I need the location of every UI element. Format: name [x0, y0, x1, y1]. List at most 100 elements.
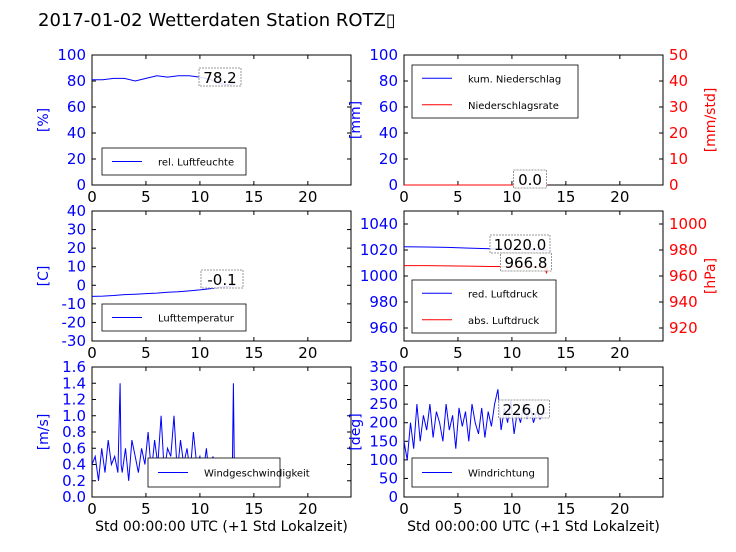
humidity-annotation-0: 78.2: [203, 69, 236, 87]
winddirection-ytick-label: 0: [388, 488, 398, 506]
humidity-xtick-label: 0: [87, 188, 97, 206]
precipitation-xtick-label: 0: [399, 188, 409, 206]
windspeed-ytick-label: 0.8: [62, 423, 86, 441]
windspeed-ytick-label: 0.4: [62, 456, 86, 474]
temperature-ytick-label: -10: [62, 295, 87, 313]
pressure-annotation-0: 1020.0: [494, 236, 547, 254]
humidity-ytick-label: 40: [67, 124, 86, 142]
figure-title: 2017-01-02 Wetterdaten Station ROTZ▯: [38, 10, 396, 31]
pressure-xtick-label: 5: [453, 344, 463, 362]
precipitation-annotation-1: 0.0: [518, 171, 542, 189]
temperature-xtick-label: 0: [87, 344, 97, 362]
winddirection-legend-label-0: Windrichtung: [468, 469, 535, 480]
precipitation-ytick-right-label: 20: [669, 124, 688, 142]
winddirection-annotation-box-0: [498, 399, 550, 419]
precipitation-ytick-right-label: 40: [669, 72, 688, 90]
winddirection-xtick-label: 0: [399, 500, 409, 518]
precipitation-ytick-right-label: 10: [669, 150, 688, 168]
humidity-ytick-label: 0: [76, 176, 86, 194]
pressure-xtick-label: 15: [556, 344, 575, 362]
pressure-ytick-label: 1000: [360, 267, 398, 285]
pressure-ytick-right-label: 920: [669, 319, 698, 337]
precipitation-annotation-box-1: [513, 169, 547, 189]
pressure-legend-label-0: red. Luftdruck: [468, 289, 538, 300]
pressure-ytick-label: 1040: [360, 215, 398, 233]
precipitation-ytick-label: 100: [369, 46, 398, 64]
precipitation-ytick-label: 60: [379, 98, 398, 116]
pressure-ytick-right-label: 960: [669, 267, 698, 285]
pressure-annotation-1: 966.8: [505, 254, 548, 272]
humidity-annotation-box-0: [198, 67, 242, 87]
temperature-xtick-label: 10: [190, 344, 209, 362]
temperature-annotation-0: -0.1: [207, 271, 236, 289]
humidity-ytick-label: 20: [67, 150, 86, 168]
pressure-xtick-label: 10: [502, 344, 521, 362]
temperature-ytick-label: -30: [62, 332, 87, 350]
winddirection-xlabel: Std 00:00:00 UTC (+1 Std Lokalzeit): [407, 519, 660, 535]
windspeed-legend-label-0: Windgeschwindigkeit: [204, 469, 310, 480]
precipitation-ytick-label: 20: [379, 150, 398, 168]
precipitation-xtick-label: 15: [556, 188, 575, 206]
winddirection-xtick-label: 20: [610, 500, 629, 518]
temperature-ytick-label: 10: [67, 258, 86, 276]
temperature-ytick-label: 40: [67, 202, 86, 220]
windspeed-ytick-label: 1.0: [62, 407, 86, 425]
winddirection-ytick-label: 250: [369, 395, 398, 413]
pressure-ytick-label: 960: [369, 319, 398, 337]
precipitation-ytick-right-label: 0: [669, 176, 679, 194]
winddirection-annotation-0: 226.0: [503, 401, 546, 419]
humidity-ytick-label: 60: [67, 98, 86, 116]
winddirection-ytick-label: 100: [369, 451, 398, 469]
humidity-ytick-label: 80: [67, 72, 86, 90]
precipitation-xtick-label: 5: [453, 188, 463, 206]
pressure-ytick-right-label: 940: [669, 293, 698, 311]
windspeed-ytick-label: 1.6: [62, 358, 86, 376]
precipitation-ylabel-right: [mm/std]: [703, 88, 719, 153]
temperature-xtick-label: 5: [141, 344, 151, 362]
precipitation-ytick-label: 40: [379, 124, 398, 142]
precipitation-xtick-label: 10: [502, 188, 521, 206]
pressure-ytick-label: 980: [369, 293, 398, 311]
windspeed-xlabel: Std 00:00:00 UTC (+1 Std Lokalzeit): [95, 519, 348, 535]
winddirection-ytick-label: 200: [369, 414, 398, 432]
pressure-xtick-label: 20: [610, 344, 629, 362]
winddirection-ytick-label: 50: [379, 469, 398, 487]
humidity-legend-label-0: rel. Luftfeuchte: [158, 158, 234, 169]
windspeed-xtick-label: 20: [298, 500, 317, 518]
winddirection-xtick-label: 5: [453, 500, 463, 518]
precipitation-ytick-label: 0: [388, 176, 398, 194]
humidity-ytick-label: 100: [57, 46, 86, 64]
pressure-legend-box: [411, 279, 557, 334]
winddirection-ytick-label: 350: [369, 358, 398, 376]
temperature-ylabel: [C]: [36, 266, 52, 287]
humidity-xtick-label: 15: [244, 188, 263, 206]
precipitation-legend-box: [411, 64, 579, 119]
pressure-legend-label-1: abs. Luftdruck: [468, 316, 539, 327]
winddirection-xtick-label: 15: [556, 500, 575, 518]
windspeed-ytick-label: 1.2: [62, 391, 86, 409]
precipitation-legend-label-1: Niederschlagsrate: [468, 101, 559, 112]
windspeed-ylabel: [m/s]: [36, 414, 52, 451]
winddirection-xtick-label: 10: [502, 500, 521, 518]
pressure-ytick-right-label: 1000: [669, 215, 707, 233]
pressure-ylabel-right: [hPa]: [703, 258, 719, 294]
windspeed-xtick-label: 5: [141, 500, 151, 518]
windspeed-xtick-label: 15: [244, 500, 263, 518]
pressure-xtick-label: 0: [399, 344, 409, 362]
temperature-ytick-label: 20: [67, 239, 86, 257]
precipitation-ytick-label: 80: [379, 72, 398, 90]
precipitation-legend-label-0: kum. Niederschlag: [468, 74, 561, 85]
winddirection-ytick-label: 150: [369, 432, 398, 450]
precipitation-xtick-label: 20: [610, 188, 629, 206]
windspeed-xtick-label: 10: [190, 500, 209, 518]
temperature-ytick-label: 30: [67, 221, 86, 239]
humidity-xtick-label: 20: [298, 188, 317, 206]
precipitation-ytick-right-label: 30: [669, 98, 688, 116]
temperature-legend-label-0: Lufttemperatur: [158, 314, 235, 325]
windspeed-xtick-label: 0: [87, 500, 97, 518]
temperature-ytick-label: 0: [76, 276, 86, 294]
temperature-xtick-label: 20: [298, 344, 317, 362]
windspeed-ytick-label: 0.2: [62, 472, 86, 490]
windspeed-ytick-label: 1.4: [62, 374, 86, 392]
